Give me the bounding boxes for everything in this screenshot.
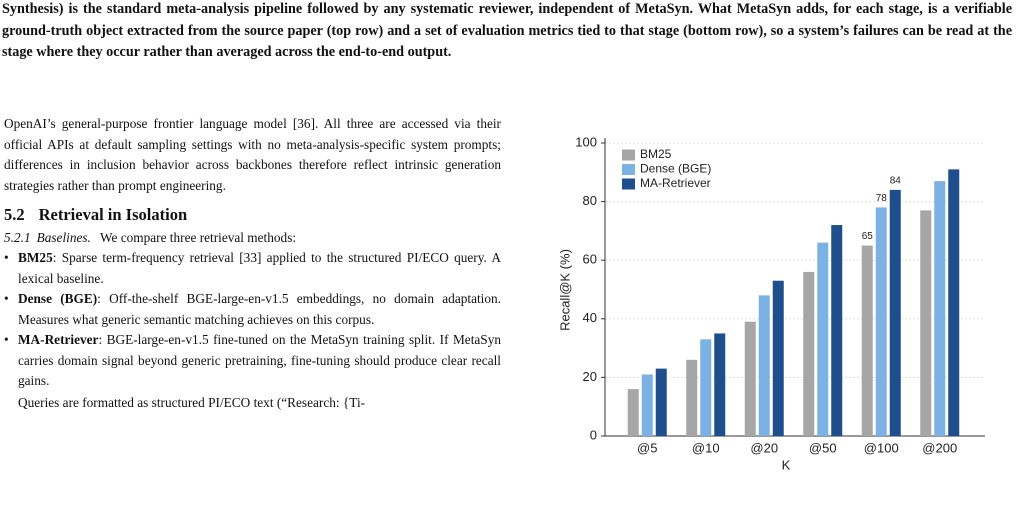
bullet-text: : Sparse term-frequency retrieval [33] a… — [18, 250, 501, 286]
bullet-term: BM25 — [18, 250, 53, 265]
subsection-number: 5.2.1 — [4, 229, 31, 245]
bar — [627, 389, 639, 436]
chart: Recall@K (%) K 0 20 40 60 80 100 @5 @10 @20 @50 @1… — [557, 134, 985, 472]
bar — [948, 169, 960, 436]
bar — [803, 271, 815, 436]
legend-swatch — [622, 149, 635, 161]
bullet-text: : BGE-large-en-v1.5 fine-tuned on the Me… — [18, 332, 501, 388]
bar — [889, 189, 901, 436]
y-tick-label: 60 — [583, 252, 597, 267]
bar — [831, 225, 843, 436]
x-tick-label: @20 — [750, 440, 778, 455]
bar — [655, 368, 667, 436]
y-tick-label: 40 — [583, 310, 597, 325]
bar — [744, 321, 756, 436]
y-tick-label: 20 — [583, 369, 597, 384]
y-tick-label: 100 — [575, 134, 597, 149]
data-label: 65 — [862, 231, 874, 242]
bar — [920, 210, 932, 436]
bar — [772, 280, 784, 436]
bullet-list: BM25: Sparse term-frequency retrieval [3… — [4, 248, 501, 392]
x-tick-label: @50 — [809, 440, 837, 455]
legend-label: MA-Retriever — [640, 176, 711, 190]
bullet-term: MA-Retriever — [18, 332, 99, 347]
legend-swatch — [622, 164, 635, 175]
section-number: 5.2 — [4, 205, 25, 224]
bullet-term: Dense (BGE) — [18, 291, 98, 306]
x-tick-label: @200 — [922, 440, 957, 455]
subsection-title: Baselines. — [36, 229, 91, 245]
bullet-item: BM25: Sparse term-frequency retrieval [3… — [4, 248, 501, 289]
y-axis-label: Recall@K (%) — [557, 249, 572, 331]
figure-caption: Synthesis) is the standard meta-analysis… — [2, 1, 1012, 60]
bar — [934, 181, 946, 436]
subsection-text: We compare three retrieval methods: — [99, 229, 297, 245]
subsection: 5.2.1 Baselines. We compare three retriev… — [4, 228, 501, 249]
data-label: 84 — [890, 176, 902, 187]
bar — [861, 245, 873, 436]
bullet-item: Dense (BGE): Off-the-shelf BGE-large-en-… — [4, 289, 501, 330]
paragraph: Queries are formatted as structured PI/E… — [18, 394, 366, 410]
bar — [700, 339, 712, 436]
y-tick-label: 0 — [590, 427, 597, 442]
section-heading: 5.2 Retrieval in Isolation — [4, 205, 501, 226]
x-axis-label: K — [782, 457, 791, 472]
bar — [714, 333, 726, 436]
text-column: OpenAI’s general-purpose frontier langua… — [4, 114, 501, 516]
bar — [686, 359, 698, 436]
bar — [758, 295, 770, 436]
bullet-text: : Off-the-shelf BGE-large-en-v1.5 embedd… — [18, 291, 501, 327]
y-tick-label: 80 — [583, 193, 597, 208]
data-label: 78 — [876, 193, 888, 204]
bar — [875, 207, 887, 436]
bullet-item: MA-Retriever: BGE-large-en-v1.5 fine-tun… — [4, 330, 501, 392]
legend-label: BM25 — [640, 147, 672, 161]
x-tick-label: @10 — [692, 440, 720, 455]
section-title: Retrieval in Isolation — [38, 205, 188, 224]
bar — [641, 374, 653, 436]
x-tick-label: @100 — [864, 440, 899, 455]
paragraph: OpenAI’s general-purpose frontier langua… — [4, 116, 501, 193]
bar — [817, 242, 829, 436]
legend-swatch — [622, 178, 635, 190]
x-tick-label: @5 — [637, 440, 657, 455]
legend-label: Dense (BGE) — [640, 162, 711, 176]
